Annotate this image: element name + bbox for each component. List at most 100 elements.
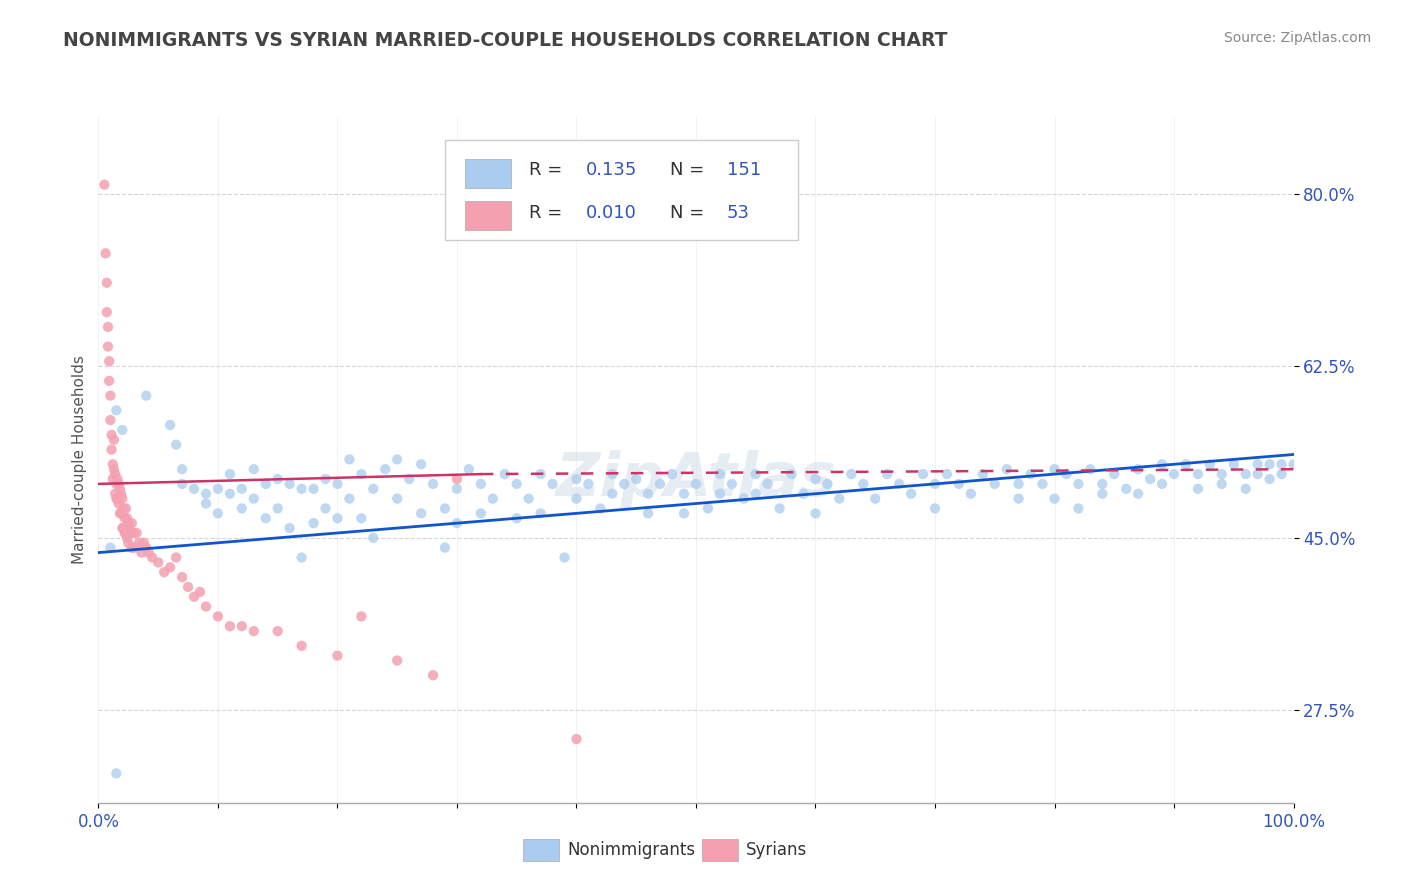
Point [108,507,131,521]
Point [434,501,457,516]
Point [188,585,211,599]
Point [105,766,128,780]
Point [709,467,731,482]
Point [172,570,194,584]
Point [924,501,946,516]
Point [278,476,301,491]
Point [1067,476,1090,491]
Point [1043,491,1066,506]
Point [446,472,468,486]
Point [254,476,277,491]
Point [98,374,121,388]
Point [108,482,131,496]
Point [278,521,301,535]
Point [100,442,122,457]
Point [1152,457,1174,471]
Text: 151: 151 [727,161,761,179]
Point [1091,476,1114,491]
Point [124,541,146,555]
Point [120,525,142,540]
Point [900,487,922,501]
Point [565,472,588,486]
Point [94,246,117,260]
Point [1008,476,1031,491]
Point [207,482,229,496]
Point [697,501,720,516]
Point [302,516,325,530]
Point [852,476,875,491]
Point [114,525,136,540]
Point [422,476,444,491]
Point [1187,467,1209,482]
Point [165,550,187,565]
Point [350,511,373,525]
Point [1271,457,1294,471]
Point [254,511,277,525]
Point [98,354,121,368]
Point [219,467,242,482]
Point [1247,467,1270,482]
Point [374,462,396,476]
Point [98,413,122,427]
Point [589,501,612,516]
Point [115,511,138,525]
Point [411,457,433,471]
Point [339,452,361,467]
Point [494,467,516,482]
Point [105,491,128,506]
Point [709,487,731,501]
Point [326,511,349,525]
Point [506,511,529,525]
Point [131,545,153,560]
Point [115,525,138,540]
Text: N =: N = [669,161,710,179]
Point [648,476,672,491]
Point [138,545,160,560]
Point [1128,462,1150,476]
Point [768,501,790,516]
Point [115,531,138,545]
Point [104,487,127,501]
Point [984,476,1007,491]
Point [756,476,779,491]
Point [107,476,129,491]
Point [1234,467,1257,482]
Point [446,482,468,496]
Point [110,507,132,521]
Point [98,541,122,555]
Point [554,550,576,565]
Point [93,178,115,192]
Point [673,507,696,521]
Text: 0.010: 0.010 [586,204,637,222]
Point [103,433,125,447]
Point [1152,476,1174,491]
Point [195,599,218,614]
Point [530,467,553,482]
FancyBboxPatch shape [523,839,558,861]
Point [315,501,337,516]
Point [626,472,648,486]
Point [422,668,444,682]
Point [326,648,349,663]
Point [541,476,564,491]
Point [135,541,157,555]
Point [1247,457,1270,471]
Point [613,476,636,491]
Point [602,487,624,501]
Point [101,457,124,471]
Point [1163,467,1185,482]
Point [828,491,851,506]
Text: 0.135: 0.135 [586,161,637,179]
Point [948,476,970,491]
Text: 53: 53 [727,204,749,222]
Point [434,541,457,555]
Point [207,609,229,624]
Point [889,476,911,491]
Point [267,624,290,639]
Point [1104,467,1126,482]
Point [177,580,200,594]
Point [685,476,707,491]
Point [105,403,128,417]
Text: NONIMMIGRANTS VS SYRIAN MARRIED-COUPLE HOUSEHOLDS CORRELATION CHART: NONIMMIGRANTS VS SYRIAN MARRIED-COUPLE H… [63,31,948,50]
Text: Syrians: Syrians [747,841,807,859]
